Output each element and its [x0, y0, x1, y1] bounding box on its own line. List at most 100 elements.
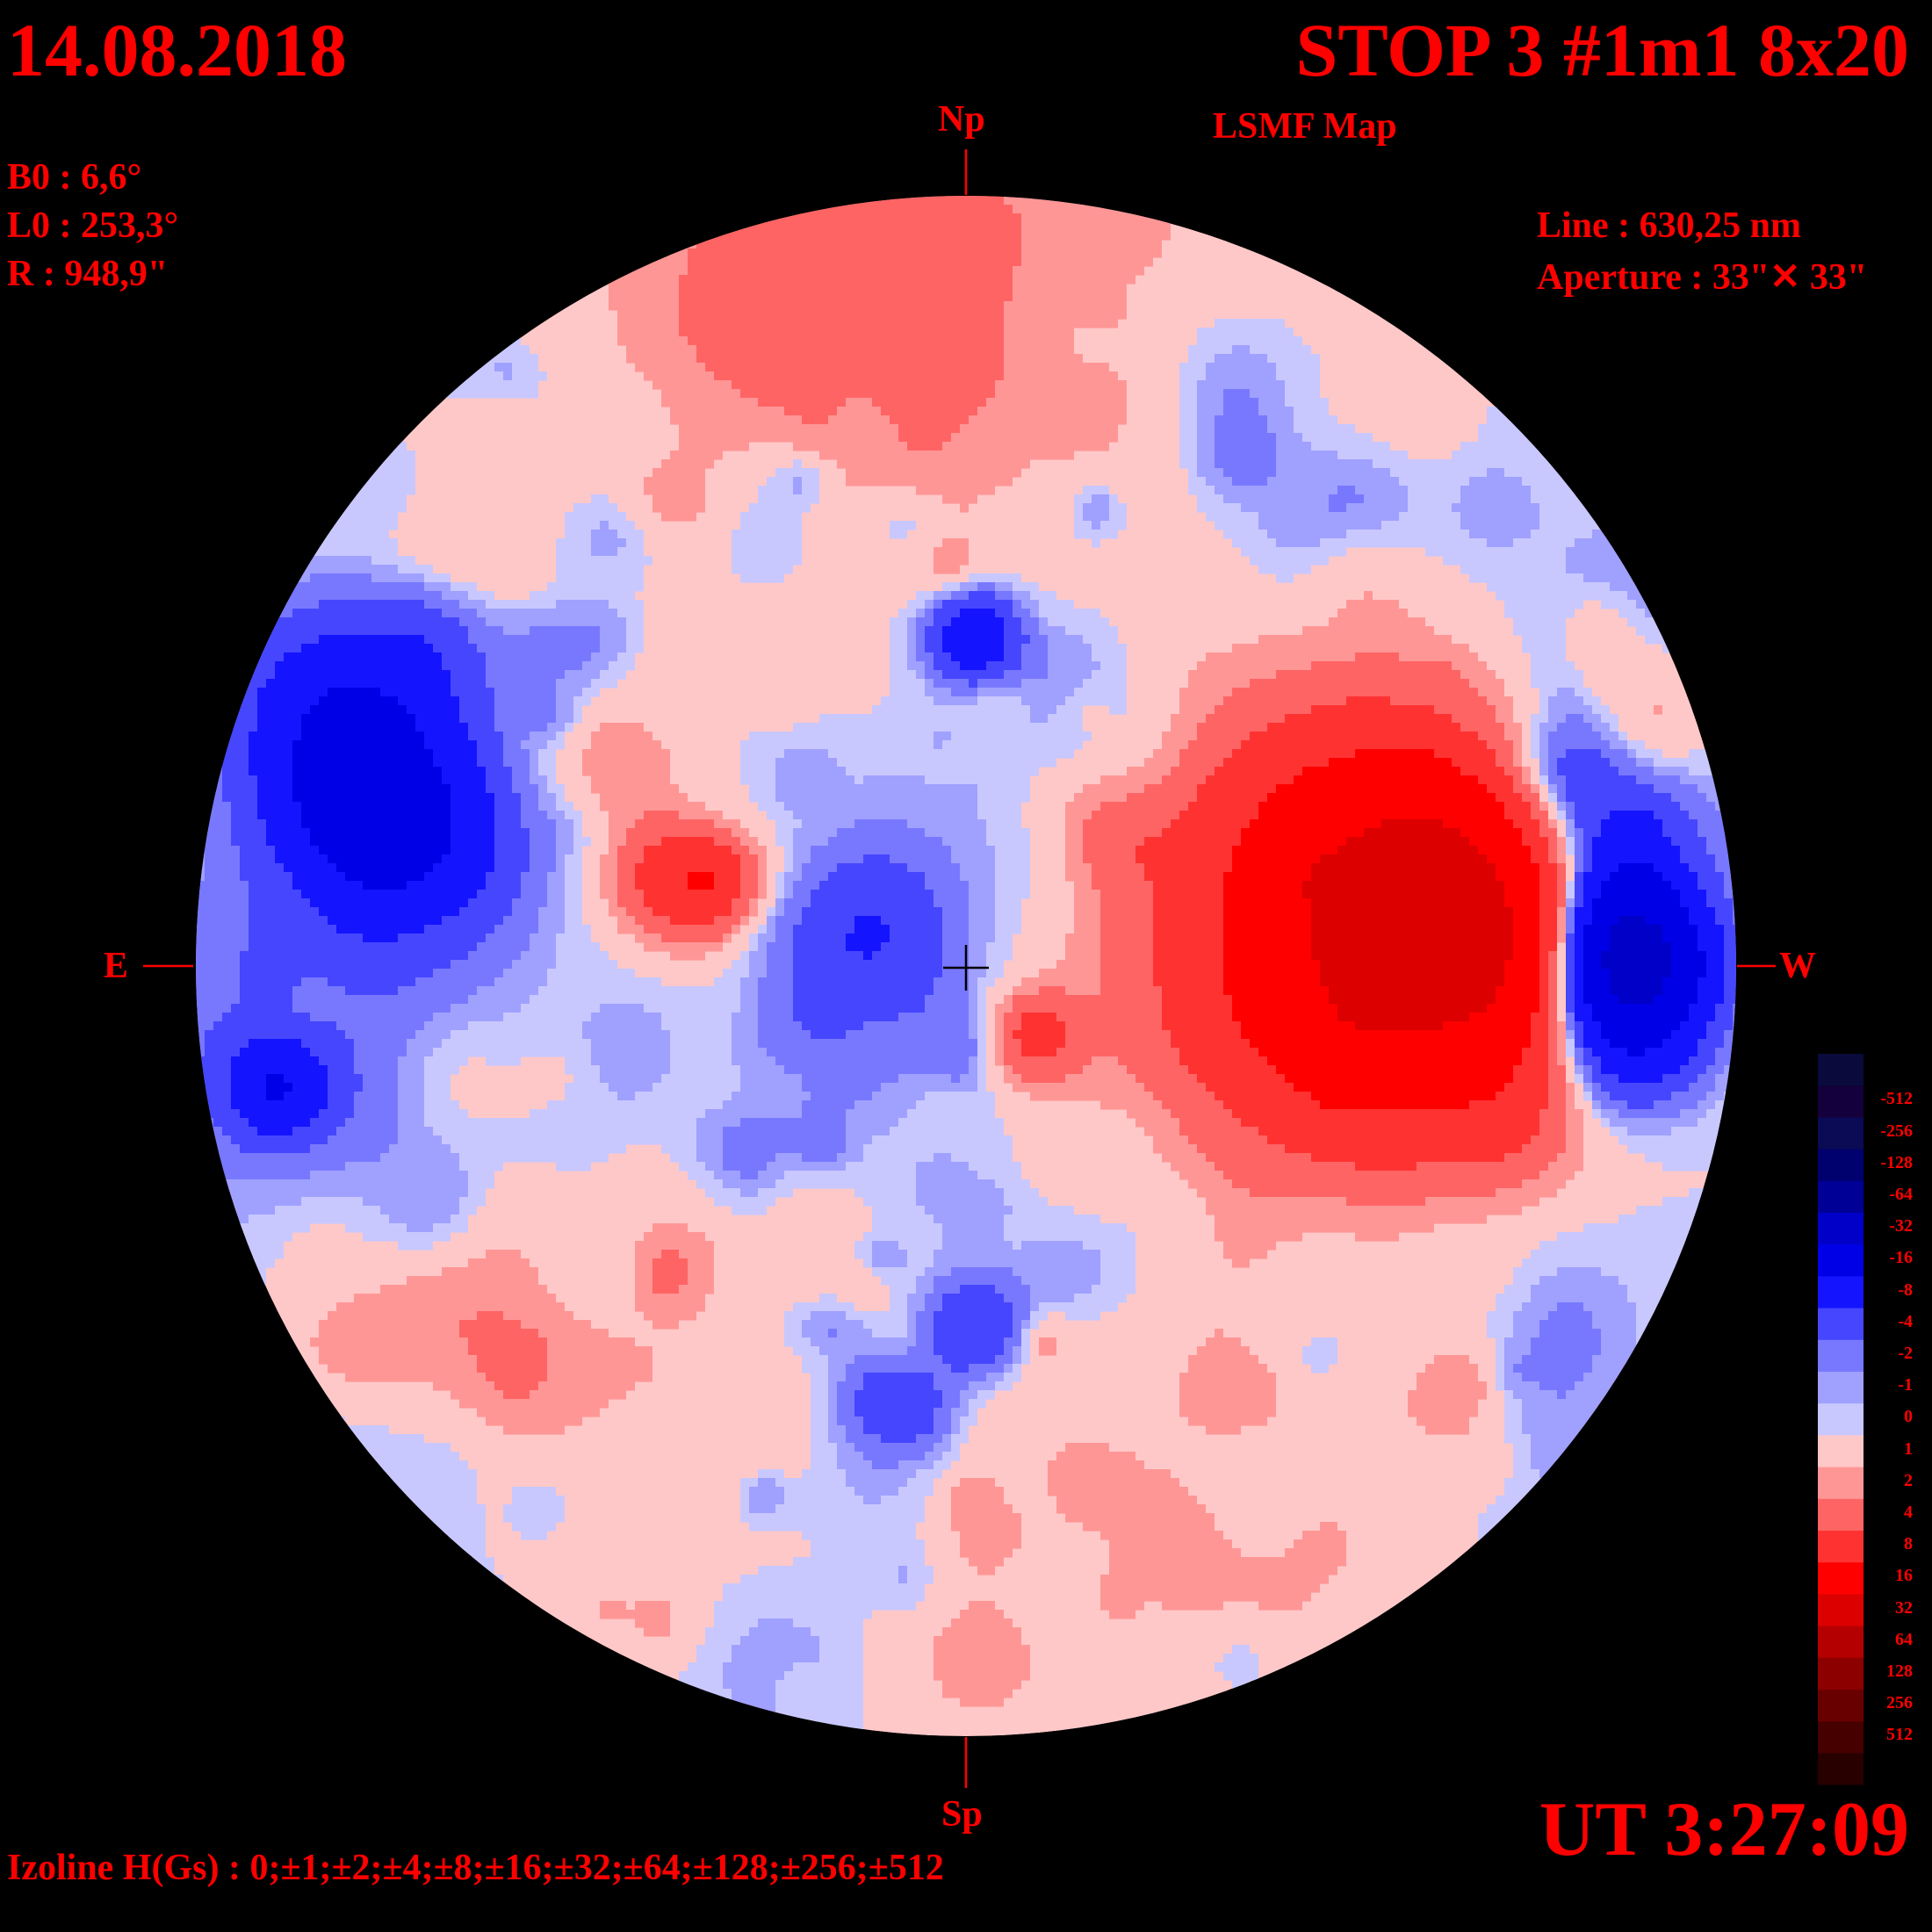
field-cell	[1460, 521, 1539, 530]
field-cell	[1355, 749, 1434, 759]
field-cell	[1083, 854, 1135, 864]
field-cell	[547, 1355, 652, 1365]
field-cell	[828, 1373, 846, 1382]
field-cell	[1539, 995, 1548, 1005]
field-cell	[301, 1197, 363, 1207]
field-cell	[828, 1355, 854, 1365]
field-cell	[609, 1083, 652, 1092]
field-cell	[477, 986, 538, 996]
field-cell	[1276, 468, 1390, 478]
field-cell	[617, 266, 688, 276]
field-cell	[934, 1645, 1030, 1654]
field-cell	[1592, 1311, 1636, 1321]
field-cell	[626, 345, 696, 355]
field-cell	[380, 1206, 459, 1215]
field-cell	[196, 969, 240, 978]
field-cell	[1127, 1065, 1188, 1075]
field-cell	[1004, 354, 1083, 364]
field-cell	[1522, 1302, 1557, 1312]
field-cell	[1627, 1294, 1671, 1303]
field-cell	[951, 688, 977, 697]
field-cell	[477, 1364, 547, 1373]
field-cell	[749, 732, 934, 741]
field-cell	[1092, 872, 1144, 882]
field-cell	[705, 1188, 740, 1198]
field-cell	[670, 407, 784, 416]
field-cell	[811, 1092, 872, 1101]
field-cell	[854, 1399, 942, 1409]
field-cell	[336, 1417, 345, 1426]
field-cell	[758, 1478, 775, 1488]
field-cell	[934, 1250, 1100, 1259]
north-label: Np	[938, 99, 985, 140]
field-cell	[547, 881, 565, 890]
field-cell	[1539, 1241, 1698, 1251]
field-cell	[758, 486, 793, 495]
field-cell	[775, 828, 793, 838]
field-cell	[1329, 758, 1452, 768]
field-cell	[310, 538, 398, 548]
field-cell	[424, 1522, 486, 1532]
field-cell	[1223, 530, 1267, 539]
field-cell	[1496, 758, 1513, 768]
field-cell	[240, 1232, 292, 1242]
field-cell	[819, 714, 1030, 724]
field-cell	[732, 1030, 758, 1040]
scale-segment	[1818, 1721, 1864, 1754]
field-cell	[573, 696, 591, 706]
field-cell	[1575, 881, 1583, 890]
field-cell	[617, 890, 644, 899]
field-cell	[1434, 1355, 1469, 1365]
field-cell	[1698, 934, 1724, 943]
field-cell	[714, 872, 740, 882]
field-cell	[811, 1548, 925, 1558]
field-cell	[1048, 1478, 1179, 1488]
field-cell	[363, 1197, 459, 1207]
field-cell	[907, 635, 916, 645]
field-cell	[793, 1346, 819, 1356]
field-cell	[872, 1258, 907, 1268]
field-cell	[1610, 740, 1627, 750]
field-cell	[459, 371, 503, 381]
field-cell	[196, 977, 240, 987]
field-cell	[547, 775, 556, 785]
field-cell	[451, 1030, 582, 1040]
field-cell	[1469, 573, 1583, 583]
field-cell	[1206, 1153, 1311, 1163]
field-cell	[301, 1039, 354, 1049]
field-cell	[1144, 837, 1241, 847]
field-cell	[1566, 942, 1575, 952]
field-cell	[503, 336, 521, 346]
field-cell	[1539, 934, 1557, 943]
field-cell	[1030, 705, 1056, 715]
field-cell	[1039, 626, 1065, 636]
field-cell	[1021, 661, 1048, 671]
field-cell	[1258, 407, 1294, 416]
field-cell	[459, 705, 494, 715]
field-cell	[1346, 530, 1469, 539]
field-cell	[1100, 775, 1162, 785]
field-cell	[1583, 942, 1610, 952]
field-cell	[1171, 1109, 1232, 1119]
field-cell	[635, 1618, 670, 1628]
field-cell	[398, 696, 459, 706]
field-cell	[1188, 1417, 1267, 1426]
field-cell	[837, 1460, 872, 1470]
field-cell	[1724, 872, 1736, 882]
field-cell	[1250, 556, 1329, 566]
field-cell	[231, 811, 257, 820]
field-cell	[1241, 828, 1364, 838]
field-cell	[732, 1021, 758, 1031]
field-cell	[240, 1109, 319, 1119]
field-cell	[249, 758, 292, 768]
field-cell	[1232, 688, 1478, 697]
field-cell	[494, 925, 538, 934]
field-cell	[916, 609, 925, 618]
field-cell	[1513, 942, 1539, 952]
scale-label: -64	[1889, 1184, 1913, 1204]
scale-segment	[1818, 1467, 1864, 1500]
field-cell	[424, 872, 486, 882]
field-cell	[1039, 986, 1065, 996]
field-cell	[793, 995, 925, 1005]
field-cell	[1258, 811, 1504, 820]
